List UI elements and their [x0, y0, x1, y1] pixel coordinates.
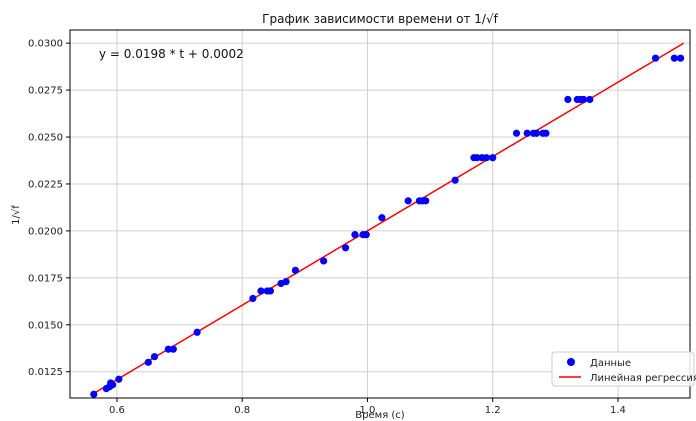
data-point	[282, 277, 290, 286]
data-point	[115, 375, 123, 383]
data-point	[482, 154, 491, 162]
x-tick-label: 0.8	[234, 405, 250, 416]
data-point	[523, 129, 531, 137]
data-point	[362, 231, 370, 239]
data-point	[579, 95, 588, 104]
y-tick-label: 0.0225	[28, 179, 63, 190]
y-tick-label: 0.0175	[28, 273, 63, 284]
data-point	[193, 328, 201, 336]
data-point	[473, 154, 481, 162]
regression-line	[93, 42, 685, 394]
legend-marker-data	[567, 358, 575, 366]
chart-title: График зависимости времени от 1/√f	[262, 12, 498, 26]
data-point	[164, 345, 172, 353]
data-point	[542, 129, 550, 137]
data-point	[564, 95, 572, 104]
data-point	[451, 176, 459, 184]
y-tick-label: 0.0300	[28, 39, 63, 50]
y-axis: 0.0125 0.0150 0.0175 0.0200 0.0225 0.0250 0.02…	[28, 39, 70, 378]
x-axis: 0.6 0.8 1.0 1.2 1.4	[109, 398, 626, 416]
data-point	[512, 129, 521, 137]
y-axis-label: 1/√f	[11, 205, 22, 225]
x-tick-label: 1.2	[485, 405, 501, 416]
data-point	[257, 287, 265, 295]
legend-label-regression: Линейная регрессия	[590, 373, 696, 384]
plot-frame	[69, 29, 691, 399]
data-point	[144, 358, 152, 366]
y-tick-label: 0.0250	[28, 133, 63, 144]
grid	[70, 30, 690, 398]
y-tick-label: 0.0200	[28, 226, 63, 237]
data-point	[341, 244, 350, 252]
data-point	[90, 390, 98, 398]
data-point	[150, 353, 159, 361]
legend: Данные Линейная регрессия	[551, 351, 696, 387]
data-point	[108, 381, 117, 389]
x-tick-label: 1.0	[360, 405, 376, 416]
data-point	[404, 197, 412, 205]
data-point	[670, 54, 678, 62]
regression-layer	[93, 42, 685, 394]
x-tick-label: 1.4	[610, 405, 626, 416]
y-tick-label: 0.0125	[28, 367, 63, 378]
regression-equation: y = 0.0198 * t + 0.0002	[99, 47, 244, 61]
y-tick-label: 0.0150	[28, 320, 63, 331]
legend-box	[551, 351, 695, 387]
data-point	[249, 294, 257, 303]
data-point	[320, 257, 328, 265]
data-points	[90, 54, 685, 398]
data-point	[677, 54, 685, 62]
data-point	[532, 129, 541, 137]
x-axis-label: Время (с)	[355, 410, 404, 421]
x-tick-label: 0.6	[109, 405, 125, 416]
data-point	[266, 287, 275, 295]
data-point	[378, 214, 386, 222]
data-point	[651, 54, 660, 62]
data-point	[169, 345, 177, 353]
data-point	[586, 95, 594, 104]
data-point	[489, 154, 497, 162]
data-point	[351, 231, 359, 239]
data-point	[422, 197, 430, 205]
y-tick-label: 0.0275	[28, 86, 63, 97]
data-point	[291, 266, 300, 274]
legend-label-data: Данные	[590, 358, 631, 369]
